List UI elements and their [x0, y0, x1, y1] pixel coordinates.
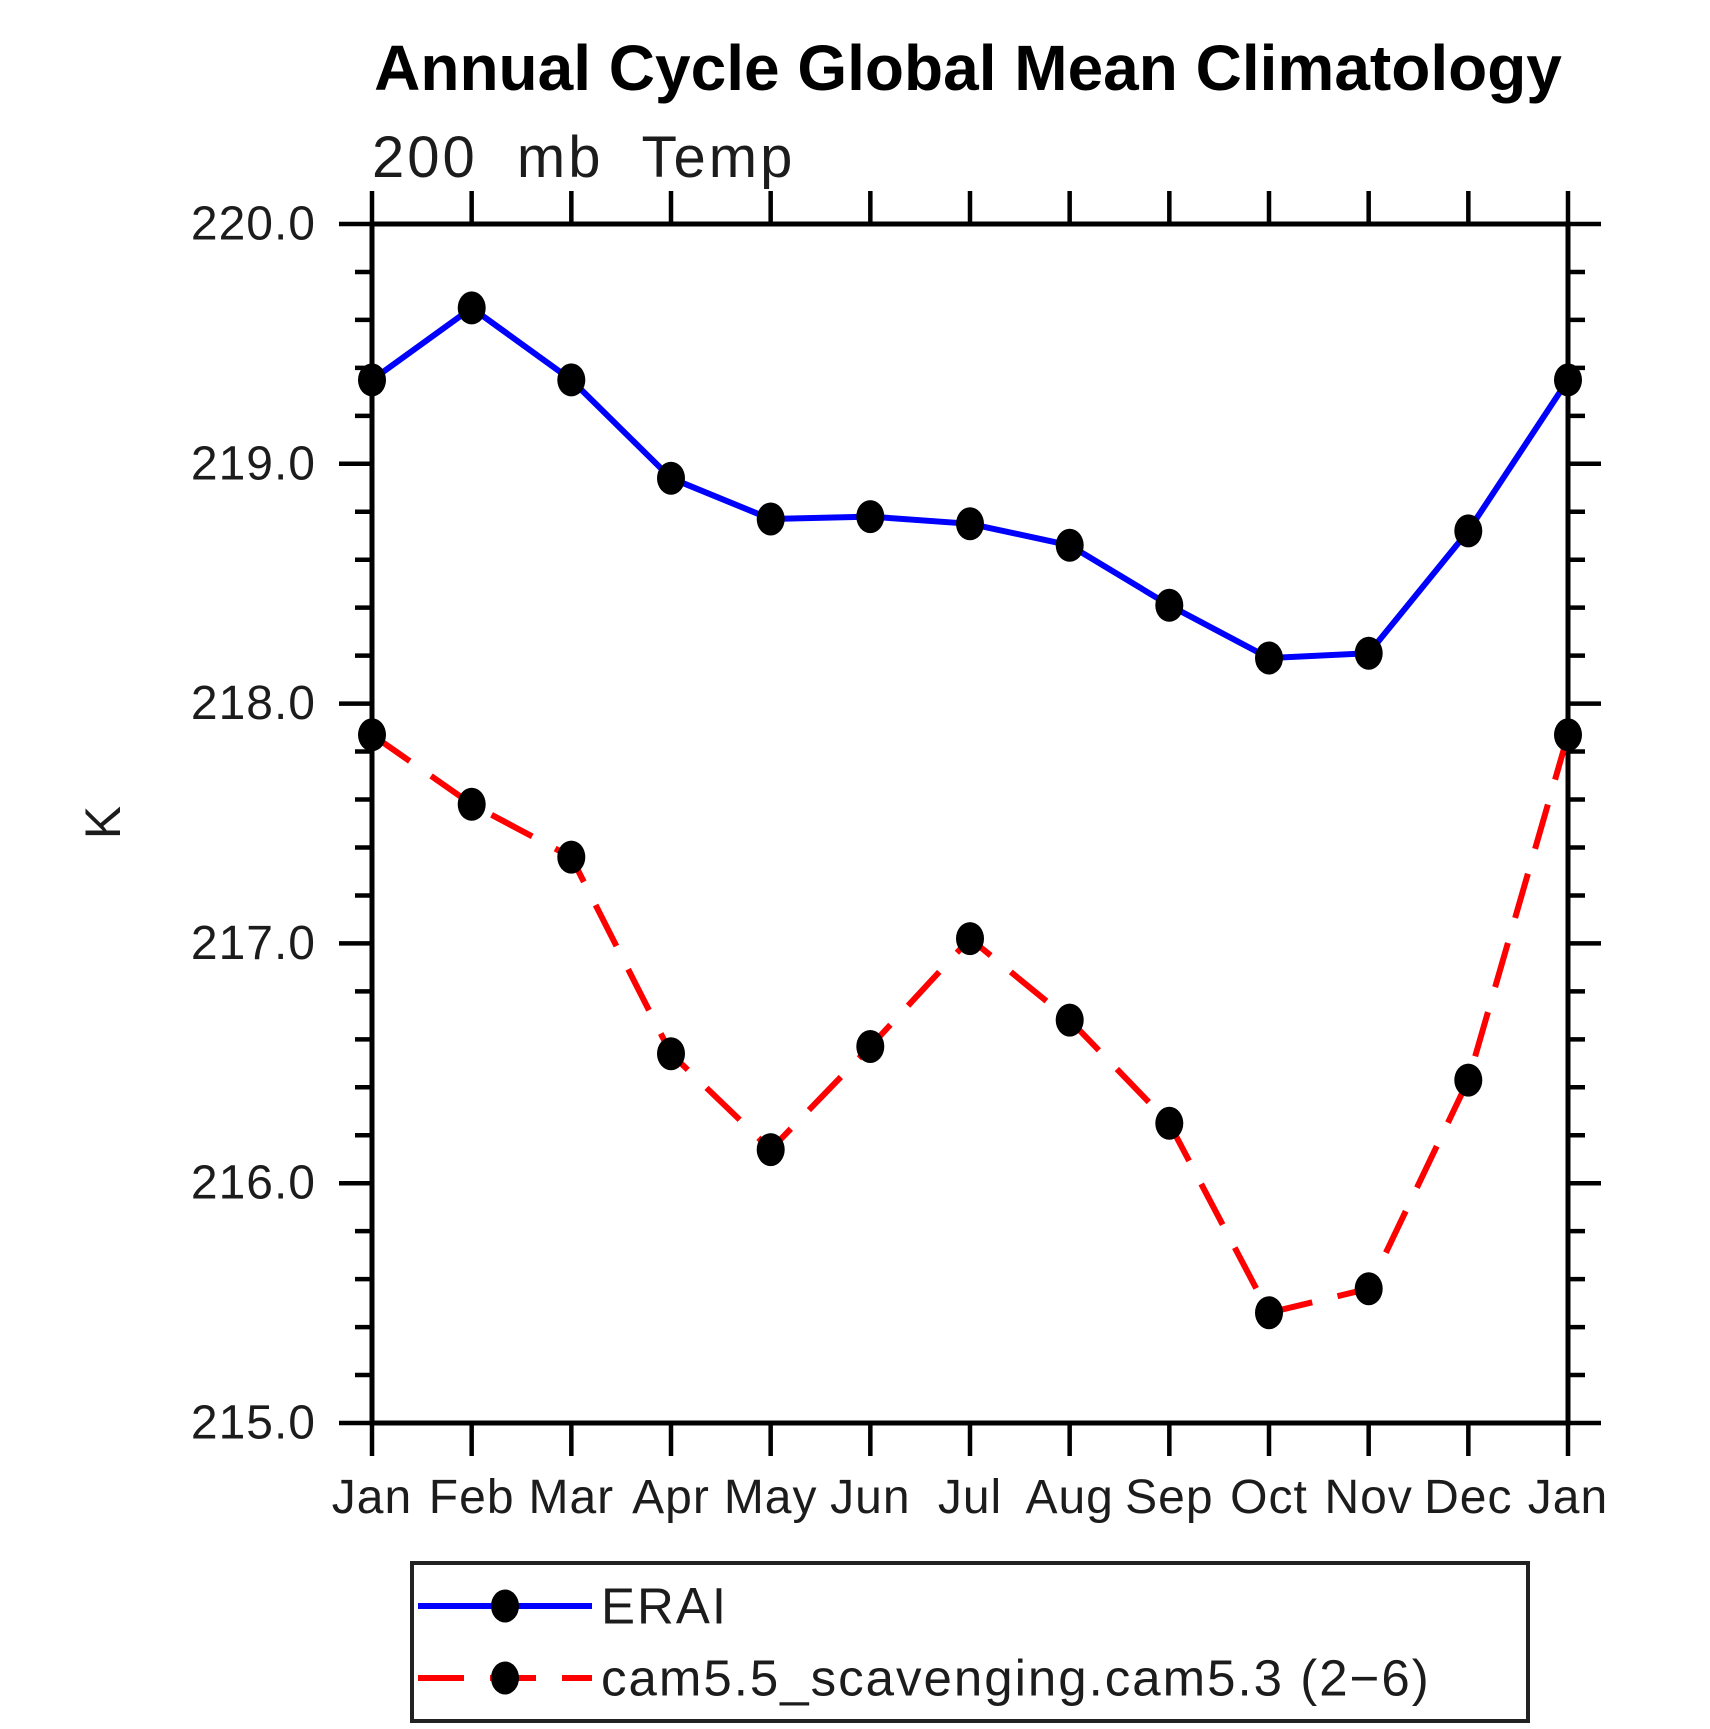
chart-title: Annual Cycle Global Mean Climatology — [374, 32, 1562, 104]
series-1-marker — [657, 1037, 685, 1071]
legend-label-erai: ERAI — [601, 1578, 728, 1635]
x-tick-label: Nov — [1324, 1471, 1412, 1524]
series-1-marker — [1554, 718, 1582, 752]
series-1-marker — [756, 1133, 785, 1167]
x-tick-label: Apr — [632, 1471, 710, 1524]
series-1-marker — [956, 922, 984, 956]
x-tick-label: Jan — [332, 1471, 412, 1524]
series-1-marker — [1454, 1063, 1483, 1097]
x-tick-label: Mar — [528, 1471, 614, 1524]
x-tick-label: Jul — [938, 1471, 1002, 1524]
y-tick-label: 218.0 — [191, 677, 316, 730]
series-1-line — [370, 732, 1571, 1317]
x-tick-label: Jun — [830, 1471, 910, 1524]
series-0-marker — [956, 507, 984, 541]
data-series — [358, 291, 1582, 1330]
x-tick-label: Sep — [1125, 1471, 1213, 1524]
legend-label-cam: cam5.5_scavenging.cam5.3 (2−6) — [601, 1650, 1431, 1707]
legend-marker-dot — [491, 1589, 519, 1623]
series-0-marker — [457, 291, 486, 325]
y-tick-label: 220.0 — [191, 198, 316, 251]
series-0-marker — [756, 502, 785, 536]
y-tick-label: 219.0 — [191, 437, 316, 490]
y-axis-unit-label: K — [75, 805, 131, 839]
legend-marker-dot — [491, 1661, 519, 1695]
series-1-marker — [457, 787, 486, 821]
x-tick-label: Feb — [429, 1471, 515, 1524]
axis-ticks — [339, 191, 1601, 1456]
series-1-marker — [358, 718, 386, 752]
series-1-marker — [856, 1030, 885, 1063]
legend-entry-cam: cam5.5_scavenging.cam5.3 (2−6) — [418, 1650, 1431, 1707]
series-0-marker — [856, 500, 885, 534]
series-1-marker — [1155, 1106, 1184, 1140]
x-tick-label: May — [724, 1471, 818, 1524]
series-0-marker — [1055, 528, 1084, 562]
series-1-marker — [1255, 1296, 1283, 1330]
y-tick-label: 216.0 — [191, 1157, 316, 1210]
series-0-marker — [1354, 636, 1383, 670]
x-tick-label: Aug — [1025, 1471, 1113, 1524]
series-0-marker — [657, 461, 685, 495]
x-tick-label: Oct — [1230, 1471, 1308, 1524]
x-tick-label: Jan — [1528, 1471, 1608, 1524]
y-tick-label: 215.0 — [191, 1397, 316, 1450]
legend-box — [410, 1561, 1530, 1723]
series-0-marker — [358, 363, 386, 397]
legend-entry-erai: ERAI — [418, 1578, 728, 1635]
x-tick-label: Dec — [1424, 1471, 1512, 1524]
series-1-marker — [1055, 1003, 1084, 1037]
legend: ERAI cam5.5_scavenging.cam5.3 (2−6) — [410, 1561, 1530, 1723]
axis-tick-labels: 215.0 216.0 217.0 218.0 219.0 220.0 Jan Feb Mar A… — [191, 198, 1608, 1525]
series-0-line — [370, 304, 1571, 662]
series-0-marker — [557, 363, 586, 397]
y-tick-label: 217.0 — [191, 917, 316, 970]
series-0-marker — [1255, 641, 1283, 675]
series-0-marker — [1454, 514, 1483, 548]
series-1-marker — [1354, 1272, 1383, 1306]
series-0-marker — [1554, 363, 1582, 397]
chart-subtitle: 200 mb Temp — [372, 125, 795, 190]
series-1-marker — [557, 840, 586, 874]
series-0-marker — [1155, 588, 1184, 622]
